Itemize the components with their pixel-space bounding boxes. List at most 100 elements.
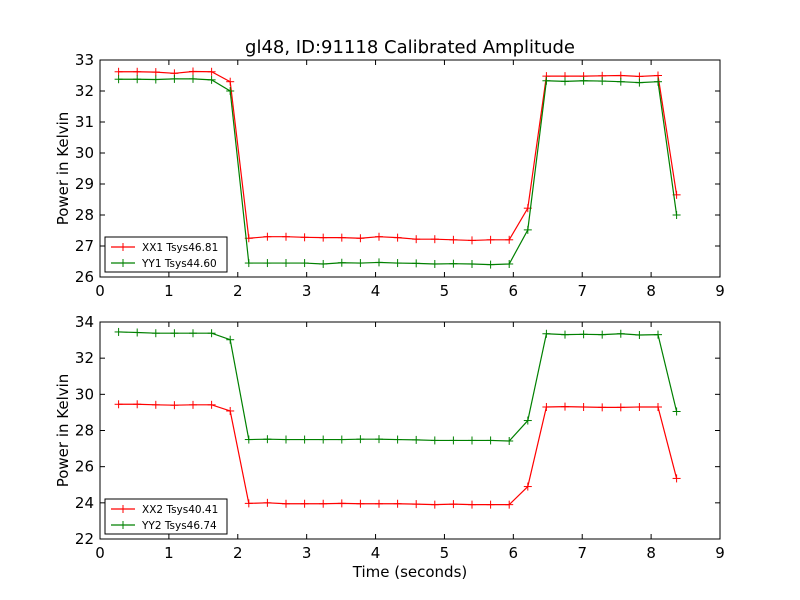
data-point-marker [356, 499, 365, 508]
data-point-marker [189, 74, 197, 83]
data-point-marker [654, 77, 662, 86]
data-point-marker [207, 67, 216, 76]
data-point-marker [244, 435, 253, 444]
y-tick-label: 26 [75, 458, 94, 476]
data-point-marker [616, 403, 625, 412]
data-point-marker [226, 77, 235, 86]
x-tick-label: 3 [302, 282, 312, 300]
y-tick-label: 33 [75, 51, 94, 69]
x-tick-label: 4 [371, 544, 381, 562]
data-point-marker [486, 500, 495, 509]
data-point-marker [561, 330, 569, 339]
data-point-marker [170, 401, 179, 410]
data-point-marker [319, 233, 328, 242]
data-point-marker [282, 232, 290, 241]
data-point-marker [114, 67, 123, 76]
data-point-marker [486, 235, 495, 244]
data-point-marker [226, 335, 235, 344]
data-point-marker [635, 331, 644, 340]
data-point-marker [449, 259, 458, 268]
data-point-marker [244, 499, 253, 508]
data-point-marker [598, 330, 607, 339]
data-point-marker [486, 436, 495, 445]
data-point-marker [616, 329, 625, 338]
legend-box [104, 498, 228, 535]
data-point-marker [412, 435, 421, 444]
legend: XX1 Tsys46.81 YY1 Tsys44.60 [104, 236, 228, 273]
data-point-marker [133, 400, 142, 409]
data-point-marker [189, 329, 197, 338]
data-point-marker [412, 500, 421, 509]
legend-box [104, 236, 228, 273]
data-point-marker [151, 75, 160, 84]
data-point-marker [337, 435, 346, 444]
data-point-marker [505, 500, 514, 509]
y-tick-label: 28 [75, 206, 94, 224]
y-axis-label: Power in Kelvin [54, 374, 72, 488]
data-point-marker [561, 77, 569, 86]
data-point-marker [263, 498, 272, 507]
y-tick-label: 28 [75, 422, 94, 440]
data-point-marker [654, 330, 662, 339]
data-point-marker [207, 75, 216, 84]
data-point-marker [189, 400, 197, 409]
top-panel: 0 1 2 3 4 5 6 7 8 9 26 27 28 29 30 31 32 33 Power in Kelvi… [54, 51, 725, 300]
legend-label: YY2 Tsys46.74 [141, 520, 217, 532]
data-point-marker [133, 67, 142, 76]
x-tick-label: 7 [577, 544, 587, 562]
x-tick-label: 2 [233, 282, 243, 300]
x-tick-label: 1 [164, 544, 174, 562]
data-point-marker [151, 68, 160, 77]
legend-label: YY1 Tsys44.60 [141, 258, 217, 270]
data-point-marker [319, 499, 328, 508]
data-point-marker [635, 402, 644, 411]
data-point-marker [430, 235, 439, 244]
x-tick-label: 7 [577, 282, 587, 300]
data-point-marker [616, 77, 625, 86]
data-point-marker [635, 78, 644, 87]
data-point-marker [505, 259, 514, 268]
data-point-marker [133, 328, 142, 337]
data-point-marker [356, 259, 365, 268]
data-point-marker [337, 499, 346, 508]
y-tick-label: 27 [75, 237, 94, 255]
x-tick-label: 3 [302, 544, 312, 562]
data-point-marker [263, 259, 272, 268]
data-point-marker [542, 76, 551, 85]
data-point-marker [244, 259, 253, 268]
x-tick-label: 2 [233, 544, 243, 562]
data-point-marker [263, 435, 272, 444]
y-tick-label: 32 [75, 349, 94, 367]
data-point-marker [319, 259, 328, 268]
data-point-marker [654, 402, 662, 411]
data-point-marker [542, 329, 551, 338]
x-tick-label: 6 [509, 544, 519, 562]
y-axis-label: Power in Kelvin [54, 112, 72, 226]
data-point-marker [579, 76, 588, 85]
figure-title: gl48, ID:91118 Calibrated Amplitude [245, 37, 575, 58]
data-point-marker [393, 435, 402, 444]
data-point-marker [523, 482, 532, 491]
data-point-marker [375, 232, 383, 241]
data-point-marker [486, 260, 495, 269]
data-point-marker [505, 235, 514, 244]
y-tick-label: 22 [75, 530, 94, 548]
x-tick-label: 0 [95, 544, 105, 562]
data-point-marker [300, 233, 309, 242]
data-point-marker [505, 436, 514, 445]
x-tick-label: 0 [95, 282, 105, 300]
data-point-marker [449, 235, 458, 244]
x-tick-label: 4 [371, 282, 381, 300]
data-point-marker [375, 499, 383, 508]
data-point-marker [393, 499, 402, 508]
data-point-marker [282, 435, 290, 444]
data-point-marker [672, 211, 681, 219]
data-point-marker [542, 402, 551, 411]
data-point-marker [672, 407, 681, 416]
data-point-marker [114, 75, 123, 84]
data-point-marker [170, 329, 179, 338]
data-point-marker [468, 500, 476, 509]
data-point-marker [337, 233, 346, 242]
data-point-marker [151, 400, 160, 409]
